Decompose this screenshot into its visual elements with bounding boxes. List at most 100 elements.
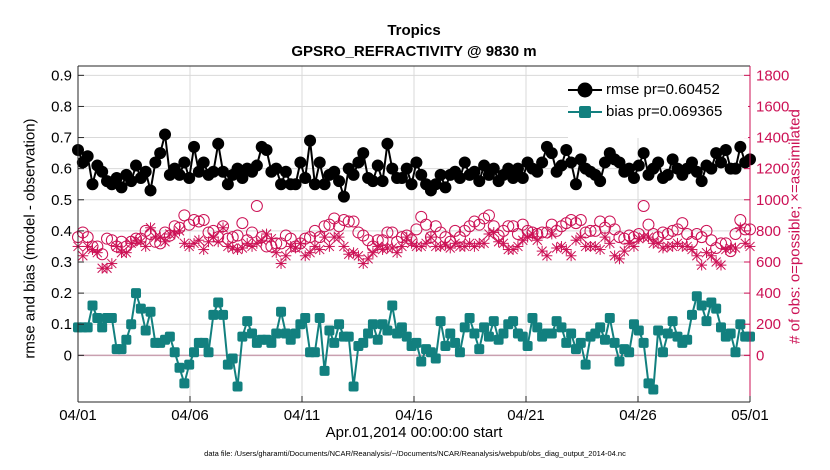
assimilated-obs-point [512,241,524,252]
bias-point [445,328,456,339]
possible-obs-point [739,223,752,236]
possible-obs-point [308,224,321,237]
legend-label-rmse: rmse pr=0.60452 [606,81,720,98]
rmse-point [366,175,379,188]
bias-point [435,316,446,327]
bias-point [686,309,697,320]
y-tick-label-left: 0 [64,347,72,364]
bias-point [575,337,586,348]
rmse-point [381,137,394,150]
rmse-point [212,137,225,150]
possible-obs-point [671,223,684,236]
bias-point [242,316,253,327]
x-tick-label: 04/16 [395,407,433,424]
possible-obs-point [714,237,727,250]
assimilated-obs-point [367,247,379,259]
y-tick-label-right: 1800 [756,67,789,84]
y-tick-label-right: 1400 [756,130,789,147]
y-tick-label-right: 0 [756,347,764,364]
bias-point [401,331,412,342]
possible-obs-point [371,234,384,247]
rmse-point [410,156,423,169]
possible-obs-point [584,224,597,237]
rmse-point [86,178,99,191]
rmse-point [468,165,481,178]
bias-point [701,316,712,327]
assimilated-obs-point [478,237,490,249]
bias-point [343,331,354,342]
assimilated-obs-point [198,244,210,255]
bias-point [387,300,398,311]
bias-point [648,384,659,395]
assimilated-obs-point [565,250,577,262]
possible-obs-point [594,215,607,228]
rmse-point [221,178,234,191]
bias-point [174,362,185,373]
bias-point [358,337,369,348]
rmse-point [395,172,408,184]
rmse-point [531,165,544,178]
assimilated-obs-point [77,250,89,262]
bias-point [396,322,407,333]
rmse-point [207,165,220,178]
bias-point [430,353,441,364]
bias-point [290,328,301,339]
y-tick-label-right: 600 [756,254,781,271]
x-tick-label: 05/01 [731,407,769,424]
assimilated-obs-point [338,241,350,252]
bias-point [599,334,610,345]
bias-point [348,381,359,392]
possible-obs-point [400,229,413,242]
x-tick-label: 04/06 [171,407,209,424]
possible-obs-point [105,234,118,247]
assimilated-obs-point [275,258,287,269]
possible-obs-point [449,224,462,237]
assimilated-obs-point [560,244,572,255]
bias-point [266,337,277,348]
rmse-point [371,159,384,172]
y-tick-label-left: 0.6 [51,161,72,178]
legend-swatch-bias [568,106,602,118]
rmse-point [318,178,331,191]
assimilated-obs-point [319,231,330,243]
assimilated-obs-point [498,237,509,249]
rmse-point [598,156,611,169]
assimilated-obs-point [536,245,548,257]
bias-point [662,328,673,339]
bias-point [653,325,664,336]
assimilated-obs-point [696,259,708,271]
rmse-point [96,165,109,178]
bias-point [735,319,746,330]
bias-point [508,316,519,327]
possible-obs-point [120,240,133,253]
assimilated-obs-point [106,258,118,269]
bias-point [527,313,538,323]
assimilated-obs-point [314,244,326,255]
bias-point [184,359,195,370]
bias-point [667,316,678,327]
rmse-point [250,159,263,172]
possible-obs-point [76,226,89,239]
chart-subtitle: GPSRO_REFRACTIVITY @ 9830 m [291,43,537,60]
rmse-point [270,162,283,175]
possible-obs-point [516,218,529,231]
rmse-point [333,175,346,188]
legend-swatch-rmse [568,82,602,98]
possible-obs-point [391,235,404,248]
bias-point [121,334,132,345]
bias-point [479,322,490,333]
rmse-point [405,178,418,191]
y-axis-label-right: # of obs: o=possible; ×=assimilated [786,109,804,344]
rmse-point [144,184,157,197]
bias-point [488,316,499,327]
legend-item-rmse: rmse pr=0.60452 [568,80,748,100]
rmse-point [439,181,452,194]
rmse-point [555,159,568,172]
rmse-point [729,162,742,175]
possible-obs-point [197,214,210,226]
rmse-point [159,128,172,141]
bias-point [561,337,572,348]
bias-point [580,359,591,370]
bias-point [300,313,311,323]
rmse-point [458,156,471,169]
